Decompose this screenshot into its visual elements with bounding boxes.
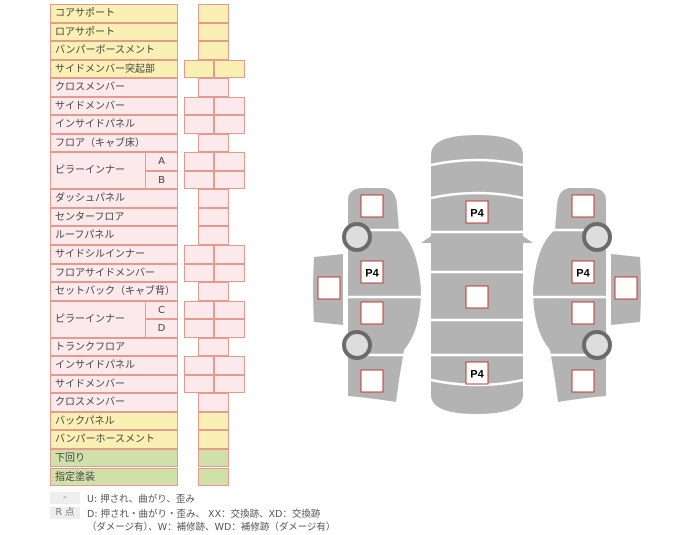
wheel-icon (582, 222, 612, 252)
rating-cell[interactable] (184, 319, 214, 338)
row-label: フロアサイドメンバー (50, 263, 178, 283)
marker-right-door-front[interactable] (571, 260, 595, 284)
row-label: ピラーインナー (50, 300, 146, 338)
rating-cell[interactable] (214, 245, 245, 264)
rating-cell[interactable] (214, 374, 245, 394)
row-label: フロア（キャブ床） (50, 133, 178, 153)
rating-cell[interactable] (198, 226, 229, 245)
car-left-side (348, 188, 421, 402)
rating-cell[interactable] (198, 393, 229, 412)
rating-cell[interactable] (198, 467, 229, 486)
rating-cell[interactable] (214, 356, 245, 375)
row-label: クロスメンバー (50, 78, 178, 97)
rating-cell[interactable] (198, 78, 229, 97)
rating-cell[interactable] (184, 96, 214, 116)
rating-cell[interactable] (214, 170, 245, 190)
row-label: ピラーインナー (50, 152, 146, 190)
row-label: セットバック（キャブ背） (50, 282, 178, 301)
rating-cell[interactable] (198, 189, 229, 208)
rating-cell[interactable] (198, 448, 229, 468)
rating-cell[interactable] (198, 4, 229, 23)
row-label: コアサポート (50, 4, 178, 23)
marker-right-front[interactable] (571, 194, 595, 218)
rating-cell[interactable] (214, 96, 245, 116)
rating-cell[interactable] (184, 152, 214, 171)
row-label: ルーフパネル (50, 226, 178, 245)
marker-left-rear[interactable] (360, 369, 384, 393)
notch-right (523, 236, 533, 243)
wheel-icons (342, 222, 612, 360)
row-label: インサイドパネル (50, 356, 178, 375)
marker-left-door-rear[interactable] (360, 301, 384, 325)
rating-cell[interactable] (184, 300, 214, 320)
notch-left (421, 236, 431, 243)
rating-cell[interactable] (198, 22, 229, 42)
rating-cell[interactable] (184, 170, 214, 190)
row-label: サイドメンバー突起部 (50, 59, 178, 79)
legend-key-dash: - (50, 492, 80, 504)
row-label: トランクフロア (50, 337, 178, 357)
rating-cell[interactable] (214, 152, 245, 171)
rating-cell[interactable] (214, 300, 245, 320)
row-label: クロスメンバー (50, 393, 178, 412)
car-right-side (533, 188, 606, 402)
rating-cell[interactable] (198, 133, 229, 153)
rating-cell[interactable] (198, 337, 229, 357)
row-label: ダッシュパネル (50, 189, 178, 208)
row-label: センターフロア (50, 207, 178, 227)
row-label: 下回り (50, 448, 178, 468)
legend-r-text-1: D: 押され・曲がり・歪み、 XX：交換跡、XD：交換跡 (87, 509, 321, 520)
row-label: 指定塗装 (50, 467, 178, 486)
marker-left-front[interactable] (360, 194, 384, 218)
marker-label: P4 (470, 208, 484, 220)
marker-center-mid[interactable] (465, 285, 489, 309)
row-sub-label: A (145, 152, 178, 171)
rating-cell[interactable] (184, 59, 214, 79)
row-label: サイドシルインナー (50, 245, 178, 264)
row-sub-label: B (145, 170, 178, 190)
marker-left-door-front[interactable] (360, 260, 384, 284)
row-sub-label: C (145, 300, 178, 320)
row-label: ロアサポート (50, 22, 178, 42)
row-label: バンパーボースメント (50, 41, 178, 60)
rating-cell[interactable] (184, 374, 214, 394)
row-label: サイドメンバー (50, 374, 178, 394)
row-sub-label: D (145, 319, 178, 338)
rating-cell[interactable] (214, 263, 245, 283)
marker-right-mirror[interactable] (614, 276, 638, 300)
legend-key-r: R 点 (50, 507, 80, 519)
row-label: インサイドパネル (50, 115, 178, 134)
legend-r-text-2: （ダメージ有）、W：補修跡、WD：補修跡（ダメージ有） (87, 522, 336, 533)
row-label: サイドメンバー (50, 96, 178, 116)
rating-cell[interactable] (198, 282, 229, 301)
wheel-icon (342, 222, 372, 252)
wheel-icon (342, 330, 372, 360)
marker-right-rear[interactable] (571, 369, 595, 393)
legend-dash-text: U: 押され、曲がり、歪み (87, 494, 195, 505)
marker-label: P4 (470, 369, 484, 381)
rating-cell[interactable] (184, 263, 214, 283)
row-label: バンパーホースメント (50, 430, 178, 449)
rating-cell[interactable] (184, 245, 214, 264)
wheel-icon (582, 330, 612, 360)
rating-cell[interactable] (214, 115, 245, 134)
marker-center-bottom[interactable] (465, 361, 489, 385)
rating-cell[interactable] (214, 59, 245, 79)
marker-right-door-rear[interactable] (571, 301, 595, 325)
marker-left-mirror[interactable] (317, 276, 341, 300)
marker-center-top[interactable] (465, 200, 489, 224)
rating-cell[interactable] (198, 430, 229, 449)
rating-cell[interactable] (198, 411, 229, 431)
rating-cell[interactable] (198, 41, 229, 60)
rating-cell[interactable] (214, 319, 245, 338)
row-label: バックパネル (50, 411, 178, 431)
marker-label: P4 (365, 268, 379, 280)
rating-cell[interactable] (184, 115, 214, 134)
marker-label: P4 (576, 268, 590, 280)
rating-cell[interactable] (184, 356, 214, 375)
rating-cell[interactable] (198, 207, 229, 227)
car-body-top-view (431, 135, 523, 414)
